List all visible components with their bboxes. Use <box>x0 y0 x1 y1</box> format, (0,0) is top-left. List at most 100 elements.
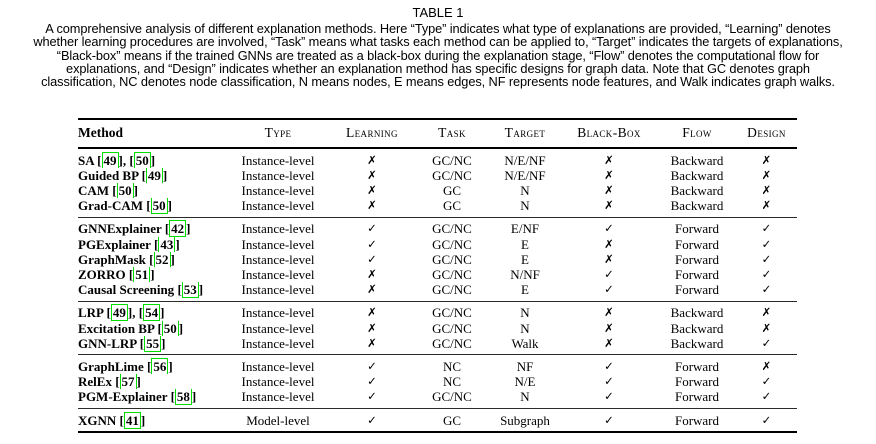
type-cell: Instance-level <box>241 152 315 168</box>
citation-link[interactable]: [53] <box>177 282 204 299</box>
citation-link[interactable]: [50] <box>129 151 156 168</box>
citation-link[interactable]: [41] <box>119 411 146 429</box>
citation-number[interactable]: 58 <box>174 389 192 406</box>
citation-number[interactable]: 54 <box>143 304 161 321</box>
table-row: LRP [49], [54] Instance-level ✗ GC/NC N ✗ Back… <box>78 301 797 321</box>
type-cell: Instance-level <box>241 198 315 214</box>
blackbox-cell: ✓ <box>604 389 614 404</box>
flow-cell: Forward <box>674 358 720 374</box>
citation-link[interactable]: [58] <box>170 389 197 406</box>
citation-number[interactable]: 51 <box>133 266 151 283</box>
target-cell: N <box>520 305 530 321</box>
flow-cell: Backward <box>670 198 724 214</box>
citation-number[interactable]: 56 <box>151 357 169 375</box>
learning-cell: ✓ <box>367 221 377 236</box>
citation-number[interactable]: 49 <box>110 304 128 321</box>
citation-link[interactable]: [57] <box>115 374 141 390</box>
flow-cell: Forward <box>674 282 720 298</box>
flow-cell: Backward <box>670 167 724 183</box>
flow-cell: Forward <box>674 221 720 237</box>
blackbox-cell: ✓ <box>604 412 614 427</box>
target-cell: NF <box>516 358 534 374</box>
method-name: GNNExplainer <box>78 221 162 237</box>
target-cell: E <box>521 282 529 298</box>
citation-link[interactable]: [49] <box>141 167 168 183</box>
citation-link[interactable]: [49] <box>97 151 123 168</box>
task-cell: GC/NC <box>432 282 472 298</box>
flow-cell: Forward <box>674 412 720 428</box>
citation-link[interactable]: [50] <box>146 198 172 215</box>
citation-number[interactable]: 49 <box>145 167 163 183</box>
target-cell: N/E <box>514 374 536 390</box>
type-cell: Instance-level <box>241 320 315 336</box>
citation-link[interactable]: [56] <box>146 357 173 375</box>
column-header-learning: Learning <box>330 119 414 149</box>
table-row: Grad-CAM [50] Instance-level ✗ GC N ✗ Backward… <box>78 198 797 217</box>
citation-number[interactable]: 50 <box>116 182 134 199</box>
task-cell: GC/NC <box>432 389 472 405</box>
method-cell: GraphMask [52] <box>78 251 226 267</box>
type-cell: Instance-level <box>241 305 315 321</box>
method-name: SA <box>78 152 94 168</box>
citation-link[interactable]: [55] <box>139 335 166 352</box>
citation-link[interactable]: [43] <box>153 236 180 252</box>
learning-cell: ✓ <box>367 374 377 389</box>
learning-cell: ✓ <box>367 412 377 427</box>
design-cell: ✓ <box>761 266 772 281</box>
design-cell: ✓ <box>761 251 772 266</box>
citation-number[interactable]: 57 <box>119 374 137 390</box>
citation-link[interactable]: [52] <box>149 251 175 267</box>
task-cell: GC/NC <box>432 266 472 282</box>
column-header-task: Task <box>414 119 490 149</box>
method-cell: Excitation BP [50] <box>78 320 226 336</box>
citation-number[interactable]: 55 <box>144 335 162 352</box>
flow-cell: Backward <box>670 152 724 168</box>
table-row: Guided BP [49] Instance-level ✗ GC/NC N/E/NF… <box>78 167 797 183</box>
task-cell: NC <box>442 358 462 374</box>
citation-number[interactable]: 52 <box>153 251 171 267</box>
method-name: PGExplainer <box>78 236 151 252</box>
table-row: PGExplainer [43] Instance-level ✓ GC/NC E ✗ Fo… <box>78 236 797 252</box>
citation-link[interactable]: [51] <box>128 266 155 283</box>
task-cell: GC <box>442 198 462 214</box>
method-cell: Grad-CAM [50] <box>78 198 226 217</box>
citation-number[interactable]: 53 <box>181 282 199 299</box>
citation-link[interactable]: [54] <box>138 304 165 321</box>
target-cell: N <box>520 198 530 214</box>
blackbox-cell: ✗ <box>604 198 614 213</box>
target-cell: E/NF <box>510 221 540 237</box>
column-header-method: Method <box>78 119 226 149</box>
flow-cell: Forward <box>674 251 720 267</box>
design-cell: ✗ <box>761 305 772 320</box>
type-cell: Instance-level <box>241 266 315 282</box>
citation-number[interactable]: 41 <box>123 411 141 429</box>
method-cell: XGNN [41] <box>78 409 226 433</box>
learning-cell: ✓ <box>367 358 377 373</box>
table-caption: A comprehensive analysis of different ex… <box>0 22 876 89</box>
method-cell: SA [49], [50] <box>78 151 156 168</box>
citation-link[interactable]: [50] <box>157 320 184 336</box>
citation-link[interactable]: [42] <box>164 220 191 237</box>
citation-link[interactable]: [49] <box>106 304 133 321</box>
citation-number[interactable]: 50 <box>161 320 179 336</box>
citation-link[interactable]: [50] <box>112 182 138 199</box>
type-cell: Instance-level <box>241 335 315 351</box>
column-header-flow: Flow <box>658 119 736 149</box>
design-cell: ✓ <box>761 374 772 389</box>
method-cell: GNNExplainer [42] <box>78 217 226 237</box>
citation-number[interactable]: 43 <box>158 236 176 252</box>
method-cell: Causal Screening [53] <box>78 282 226 301</box>
citation-number[interactable]: 50 <box>150 198 168 215</box>
flow-cell: Forward <box>674 374 720 390</box>
citation-number[interactable]: 49 <box>101 151 119 168</box>
learning-cell: ✗ <box>367 335 377 350</box>
target-cell: N/E/NF <box>504 167 546 183</box>
table-row: Excitation BP [50] Instance-level ✗ GC/NC N ✗… <box>78 320 797 336</box>
design-cell: ✗ <box>761 198 772 213</box>
target-cell: N <box>520 182 530 198</box>
citation-number[interactable]: 50 <box>133 151 151 168</box>
citation-number[interactable]: 42 <box>169 220 187 237</box>
table-group: SA [49], [50] Instance-level ✗ GC/NC N/E/NF ✗… <box>78 148 797 217</box>
flow-cell: Forward <box>674 236 720 252</box>
method-name: Guided BP <box>78 167 139 183</box>
